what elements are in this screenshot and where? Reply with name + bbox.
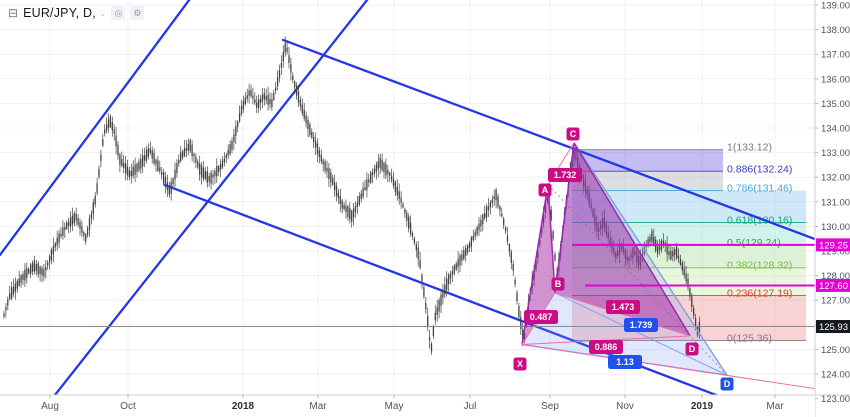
y-tick-label: 139.00 <box>821 1 850 12</box>
y-tick-label: 133.00 <box>821 148 850 159</box>
svg-text:125.93: 125.93 <box>819 322 848 333</box>
y-tick-label: 132.00 <box>821 173 850 184</box>
fib-label-0.786: 0.786(131.46) <box>727 182 792 194</box>
svg-text:A: A <box>542 185 549 195</box>
fib-label-0.886: 0.886(132.24) <box>727 163 792 175</box>
price-label-129.25 <box>816 238 850 252</box>
x-tick-label: Aug <box>41 401 59 412</box>
purple-edge-a-b <box>547 184 556 293</box>
pink-extension-ray <box>521 343 850 395</box>
svg-text:127.60: 127.60 <box>819 281 848 292</box>
gear-icon[interactable]: ⚙ <box>130 6 145 20</box>
pattern-labels: X A B C D 1.732 0.487 1.473 0.886 D 1.739 1.13 <box>513 127 734 391</box>
y-tick-label: 138.00 <box>821 25 850 36</box>
fib-label-0: 0(125.36) <box>727 333 772 345</box>
svg-text:C: C <box>570 129 577 139</box>
harmonic-pattern-purple[interactable] <box>521 142 850 395</box>
price-label-125.93 <box>816 320 850 334</box>
x-tick-label: Mar <box>766 401 784 412</box>
ascending-channel-line-2 <box>53 0 369 397</box>
y-axis[interactable]: 139.00 138.00 137.00 136.00 135.00 134.00 133.… <box>814 0 850 417</box>
y-tick-label: 128.00 <box>821 271 850 282</box>
symbol-legend: ⊟ EUR/JPY, D, ⌄ ◎ ⚙ <box>8 6 145 20</box>
x-axis[interactable]: Aug Oct 2018 Mar May Jul Sep Nov 2019 Mar <box>0 394 850 417</box>
svg-text:1.473: 1.473 <box>612 302 635 312</box>
svg-text:0.487: 0.487 <box>530 312 553 322</box>
ascending-channel-line-1 <box>0 0 191 257</box>
svg-text:B: B <box>555 279 562 289</box>
blue-edge-b-d <box>554 292 728 376</box>
y-tick-label: 129.00 <box>821 247 850 258</box>
x-tick-label: Mar <box>309 401 327 412</box>
svg-text:1.13: 1.13 <box>616 357 634 367</box>
eye-icon[interactable]: ◎ <box>111 6 126 20</box>
x-tick-label: 2019 <box>691 401 714 412</box>
candlestick-series <box>3 36 701 355</box>
svg-text:X: X <box>517 359 523 369</box>
x-tick-label: May <box>385 401 404 412</box>
svg-text:D: D <box>724 379 731 389</box>
svg-text:0.886: 0.886 <box>595 342 618 352</box>
purple-edge-b-c <box>554 142 575 293</box>
y-tick-label: 124.00 <box>821 370 850 381</box>
purple-edge-c-d <box>573 142 691 337</box>
fib-band-1 <box>572 149 723 172</box>
y-tick-label: 130.00 <box>821 222 850 233</box>
descending-channel-line-upper <box>281 38 850 254</box>
collapse-icon[interactable]: ⊟ <box>8 6 19 20</box>
x-tick-label: Nov <box>616 401 634 412</box>
x-tick-label: Sep <box>541 401 559 412</box>
trend-channel-lines[interactable] <box>0 0 850 402</box>
horizontal-price-rays[interactable] <box>572 243 815 287</box>
price-label-127.60 <box>816 278 850 292</box>
y-tick-label: 134.00 <box>821 124 850 135</box>
y-tick-label: 123.00 <box>821 394 850 405</box>
svg-text:129.25: 129.25 <box>819 240 848 251</box>
y-tick-label: 136.00 <box>821 74 850 85</box>
chevron-down-icon[interactable]: ⌄ <box>98 7 107 18</box>
y-tick-label: 125.00 <box>821 345 850 356</box>
x-tick-label: Oct <box>120 401 136 412</box>
fib-band-0.886 <box>572 171 723 191</box>
y-tick-label: 127.00 <box>821 296 850 307</box>
x-tick-label: 2018 <box>232 401 255 412</box>
x-tick-label: Jul <box>464 401 477 412</box>
purple-connector-b-d <box>554 292 691 337</box>
y-tick-label: 137.00 <box>821 50 850 61</box>
svg-text:1.739: 1.739 <box>630 320 653 330</box>
fib-label-0.382: 0.382(128.32) <box>727 260 792 272</box>
fib-label-1: 1(133.12) <box>727 142 772 154</box>
fib-label-0.5: 0.5(129.24) <box>727 237 781 249</box>
svg-text:D: D <box>689 344 696 354</box>
fib-label-0.618: 0.618(130.16) <box>727 214 792 226</box>
symbol-title[interactable]: EUR/JPY, D, <box>23 6 96 20</box>
fib-label-0.236: 0.236(127.19) <box>727 288 792 300</box>
svg-text:1.732: 1.732 <box>554 170 577 180</box>
y-tick-label: 135.00 <box>821 99 850 110</box>
y-tick-label: 131.00 <box>821 197 850 208</box>
